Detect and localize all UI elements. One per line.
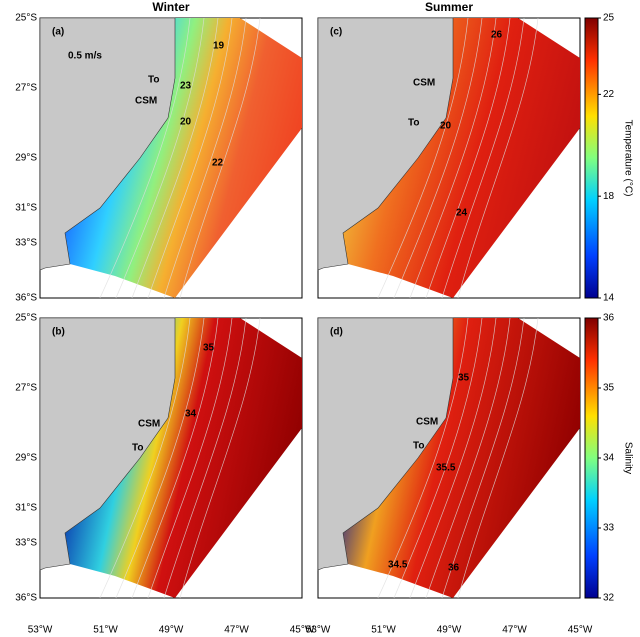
map-annotation: 34.5 (388, 560, 408, 571)
map-annotation: 20 (180, 117, 192, 128)
map-annotation: 0.5 m/s (68, 51, 102, 62)
colorbar-tick-label: 14 (603, 293, 615, 304)
map-annotation: 26 (491, 30, 503, 41)
map-panel: (c) CSM To 20 26 24 (318, 18, 580, 298)
longitude-label: 53°W (28, 625, 53, 636)
map-annotation: CSM (138, 419, 160, 430)
latitude-label: 25°S (15, 13, 37, 24)
map-panel: (b) CSM To 35 34 (40, 318, 302, 598)
latitude-label: 31°S (15, 503, 37, 514)
map-annotation: To (132, 443, 143, 454)
map-annotation: CSM (413, 78, 435, 89)
map-annotation: 24 (456, 208, 468, 219)
panel-label: (b) (52, 327, 65, 338)
map-annotation: 23 (180, 81, 192, 92)
longitude-label: 47°W (224, 625, 249, 636)
map-annotation: CSM (416, 417, 438, 428)
longitude-label: 51°W (371, 625, 396, 636)
map-panel: (d) CSM To 35 35.5 34.5 36 (318, 318, 580, 598)
colorbar-tick-label: 33 (603, 523, 615, 534)
colorbar-tick-label: 34 (603, 453, 615, 464)
longitude-label: 49°W (159, 625, 184, 636)
panel-label: (c) (330, 27, 342, 38)
longitude-label: 45°W (568, 625, 593, 636)
map-annotation: 22 (212, 158, 224, 169)
map-annotation: To (408, 118, 419, 129)
latitude-label: 33°S (15, 538, 37, 549)
latitude-label: 25°S (15, 313, 37, 324)
column-title: Winter (152, 0, 190, 14)
longitude-label: 53°W (306, 625, 331, 636)
latitude-label: 27°S (15, 83, 37, 94)
latitude-label: 29°S (15, 153, 37, 164)
map-annotation: 20 (440, 121, 452, 132)
latitude-label: 36°S (15, 593, 37, 604)
colorbar-tick-label: 35 (603, 383, 615, 394)
colorbar-title: Temperature (°C) (622, 120, 633, 197)
panel-label: (a) (52, 27, 64, 38)
longitude-label: 47°W (502, 625, 527, 636)
colorbar-tick-label: 25 (603, 13, 615, 24)
colorbar (585, 318, 598, 598)
longitude-label: 51°W (93, 625, 118, 636)
map-annotation: 35.5 (436, 463, 456, 474)
map-annotation: To (413, 441, 424, 452)
colorbar-title: Salinity (622, 442, 633, 474)
map-annotation: 34 (185, 409, 197, 420)
map-annotation: To (148, 75, 159, 86)
colorbar-tick-label: 22 (603, 89, 615, 100)
latitude-label: 27°S (15, 383, 37, 394)
latitude-label: 31°S (15, 203, 37, 214)
colorbar-tick-label: 32 (603, 593, 615, 604)
colorbar-tick-label: 18 (603, 191, 615, 202)
panel-label: (d) (330, 327, 343, 338)
colorbar (585, 18, 598, 298)
latitude-label: 33°S (15, 238, 37, 249)
map-annotation: 36 (448, 563, 460, 574)
latitude-label: 36°S (15, 293, 37, 304)
map-annotation: 35 (203, 343, 215, 354)
figure: (a) 0.5 m/s CSM To 20 19 23 22 (c) CSM To 20 26 24 (b)… (0, 0, 640, 637)
map-panel: (a) 0.5 m/s CSM To 20 19 23 22 (40, 18, 302, 298)
map-annotation: 19 (213, 41, 225, 52)
longitude-label: 49°W (437, 625, 462, 636)
latitude-label: 29°S (15, 453, 37, 464)
column-title: Summer (425, 0, 473, 14)
map-annotation: 35 (458, 373, 470, 384)
map-annotation: CSM (135, 96, 157, 107)
colorbar-tick-label: 36 (603, 313, 615, 324)
